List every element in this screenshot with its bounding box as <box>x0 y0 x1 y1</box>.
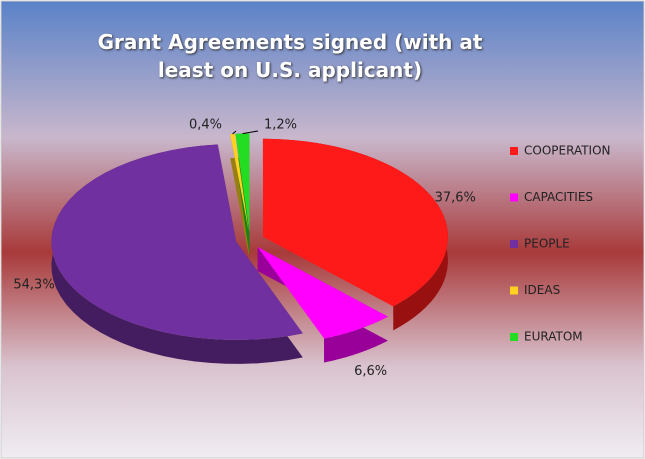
slice-side <box>51 144 303 364</box>
slice <box>51 144 303 340</box>
legend-label: PEOPLE <box>524 237 570 251</box>
legend-label: EURATOM <box>524 330 583 344</box>
legend-swatch <box>510 333 518 341</box>
legend-swatch <box>510 147 518 155</box>
slice <box>230 133 249 232</box>
value-label: 6,6% <box>354 364 387 379</box>
legend-label: COOPERATION <box>524 144 611 158</box>
slice <box>262 138 448 307</box>
legend-label: IDEAS <box>524 283 560 297</box>
slice <box>257 247 388 339</box>
legend-label: CAPACITIES <box>524 190 593 204</box>
value-label: 54,3% <box>13 277 54 292</box>
legend-swatch <box>510 240 518 248</box>
value-label: 1,2% <box>264 118 297 133</box>
slice-side <box>230 133 249 256</box>
leader-line <box>242 130 259 135</box>
chart-title: Grant Agreements signed (with at least o… <box>97 30 483 82</box>
value-label: 37,6% <box>435 190 476 205</box>
legend-swatch <box>510 286 518 295</box>
leader-line <box>232 130 237 135</box>
slice <box>235 133 250 232</box>
value-label: 0,4% <box>189 118 222 133</box>
legend-swatch <box>510 193 518 202</box>
